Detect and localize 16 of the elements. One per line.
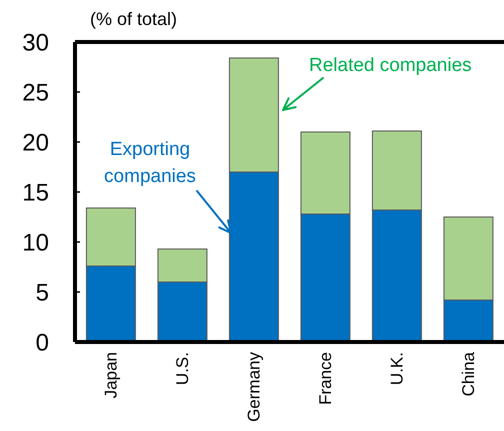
y-tick-label: 10 xyxy=(22,230,49,257)
x-tick-label: U.K. xyxy=(388,352,407,386)
x-tick-label: Japan xyxy=(102,352,121,398)
y-tick-label: 5 xyxy=(36,280,49,307)
y-tick-label: 0 xyxy=(36,330,49,357)
y-tick-label: 25 xyxy=(22,80,49,107)
x-tick-label: China xyxy=(459,351,478,396)
y-tick-label: 15 xyxy=(22,180,49,207)
y-tick-label: 30 xyxy=(22,30,49,57)
y-tick-label: 20 xyxy=(22,130,49,157)
y-axis-title: (% of total) xyxy=(90,9,178,30)
x-tick-label: Germany xyxy=(244,352,264,422)
x-tick-label: France xyxy=(316,352,336,405)
x-tick-label: U.S. xyxy=(173,352,192,386)
series-label: Related companies xyxy=(309,54,473,78)
series-label: Exporting companies xyxy=(103,138,197,189)
